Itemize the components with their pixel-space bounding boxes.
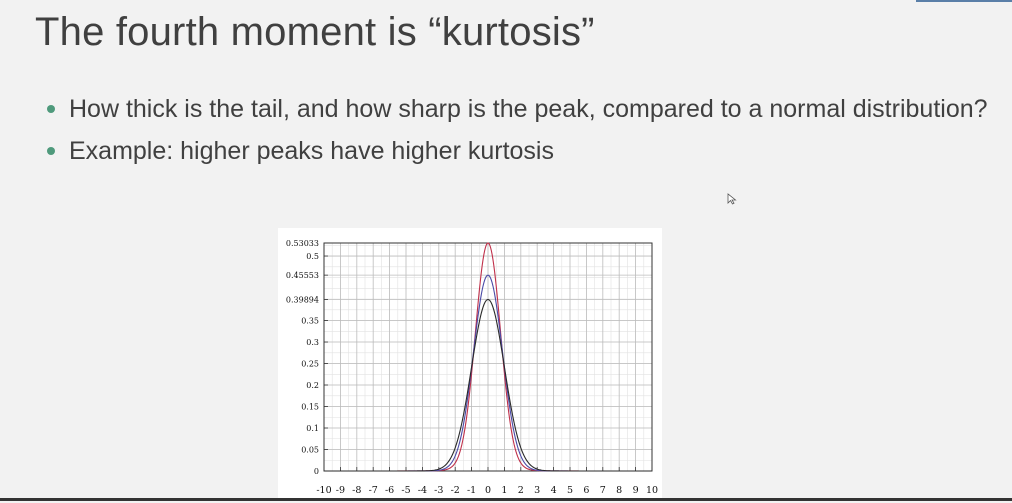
y-tick-label: 0.35 bbox=[301, 317, 319, 326]
bullet-list: How thick is the tail, and how sharp is … bbox=[47, 90, 997, 170]
bullet-text: Example: higher peaks have higher kurtos… bbox=[69, 137, 554, 165]
y-tick-label: 0 bbox=[314, 467, 319, 476]
x-tick-label: -1 bbox=[467, 485, 476, 496]
x-tick-label: -5 bbox=[401, 485, 410, 496]
x-tick-label: 6 bbox=[583, 485, 589, 496]
x-tick-label: -10 bbox=[316, 485, 331, 496]
top-bar bbox=[0, 0, 1012, 3]
bullet-item: How thick is the tail, and how sharp is … bbox=[47, 90, 997, 128]
bottom-border bbox=[0, 498, 1012, 501]
x-tick-label: 8 bbox=[616, 485, 622, 496]
y-tick-label: 0.2 bbox=[306, 381, 319, 390]
x-tick-label: 2 bbox=[518, 485, 524, 496]
top-accent-bar bbox=[916, 0, 1012, 2]
y-tick-label: 0.5 bbox=[306, 252, 319, 261]
y-tick-label: 0.3 bbox=[306, 338, 319, 347]
y-tick-label: 0.1 bbox=[306, 424, 319, 433]
y-tick-label: 0.53033 bbox=[286, 239, 319, 248]
y-tick-label: 0.39894 bbox=[286, 295, 319, 304]
x-tick-label: -8 bbox=[352, 485, 361, 496]
mouse-cursor-icon bbox=[727, 193, 737, 205]
y-tick-label: 0.05 bbox=[301, 446, 319, 455]
bullet-dot-icon bbox=[47, 105, 55, 113]
x-tick-label: 0 bbox=[485, 485, 491, 496]
bullet-text: How thick is the tail, and how sharp is … bbox=[69, 95, 988, 123]
x-tick-label: 9 bbox=[633, 485, 639, 496]
y-tick-label: 0.15 bbox=[301, 403, 319, 412]
chart-svg: -10 -9 -8 -7 -6 -5 -4 -3 -2 -1 0 1 2 3 4 5 6 7 8 9 1000.050.… bbox=[286, 239, 658, 496]
x-tick-label: -2 bbox=[451, 485, 460, 496]
x-tick-label: -3 bbox=[434, 485, 443, 496]
series-line-2 bbox=[324, 298, 652, 472]
y-tick-label: 0.45553 bbox=[286, 271, 319, 280]
x-tick-label: 7 bbox=[600, 485, 606, 496]
slide-title: The fourth moment is “kurtosis” bbox=[35, 10, 595, 54]
x-tick-label: -6 bbox=[385, 485, 394, 496]
x-tick-label: -9 bbox=[336, 485, 345, 496]
bullet-item: Example: higher peaks have higher kurtos… bbox=[47, 132, 997, 170]
x-tick-label: 4 bbox=[551, 485, 557, 496]
kurtosis-chart: -10 -9 -8 -7 -6 -5 -4 -3 -2 -1 0 1 2 3 4 5 6 7 8 9 10 0 0.05 0.… bbox=[278, 228, 662, 498]
y-tick-label: 0.25 bbox=[301, 360, 319, 369]
x-tick-label: 1 bbox=[501, 485, 507, 496]
x-tick-label: -7 bbox=[369, 485, 378, 496]
bullet-dot-icon bbox=[47, 147, 55, 155]
x-tick-label: -4 bbox=[418, 485, 427, 496]
x-tick-label: 10 bbox=[646, 485, 658, 496]
x-tick-label: 5 bbox=[567, 485, 573, 496]
x-tick-label: 3 bbox=[534, 485, 540, 496]
